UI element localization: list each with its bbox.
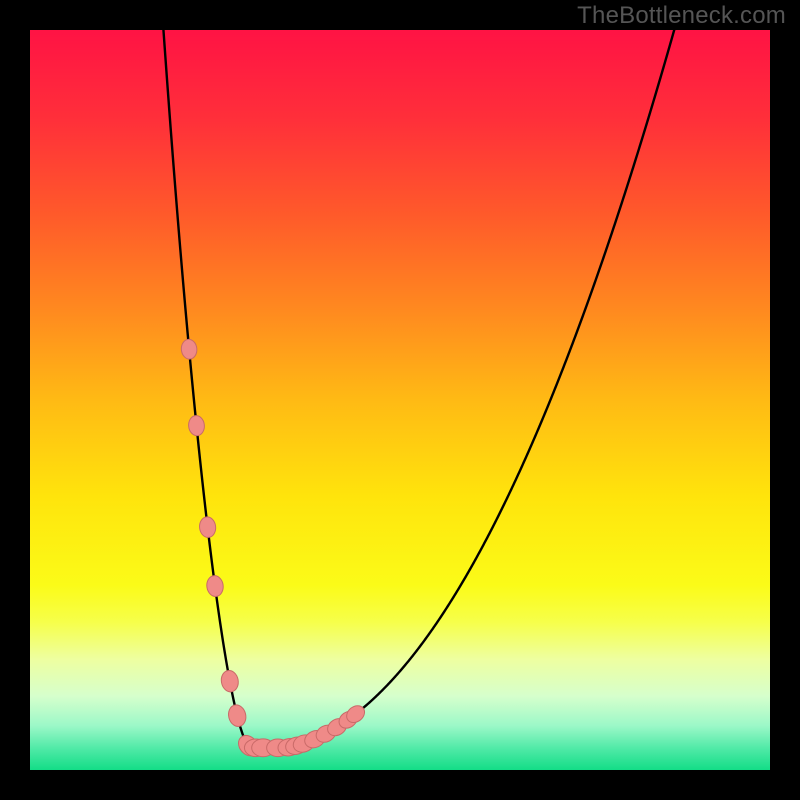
gradient-background: [30, 30, 770, 770]
chart-frame: TheBottleneck.com: [0, 0, 800, 800]
watermark-text: TheBottleneck.com: [577, 2, 786, 30]
chart-svg: [0, 0, 800, 800]
